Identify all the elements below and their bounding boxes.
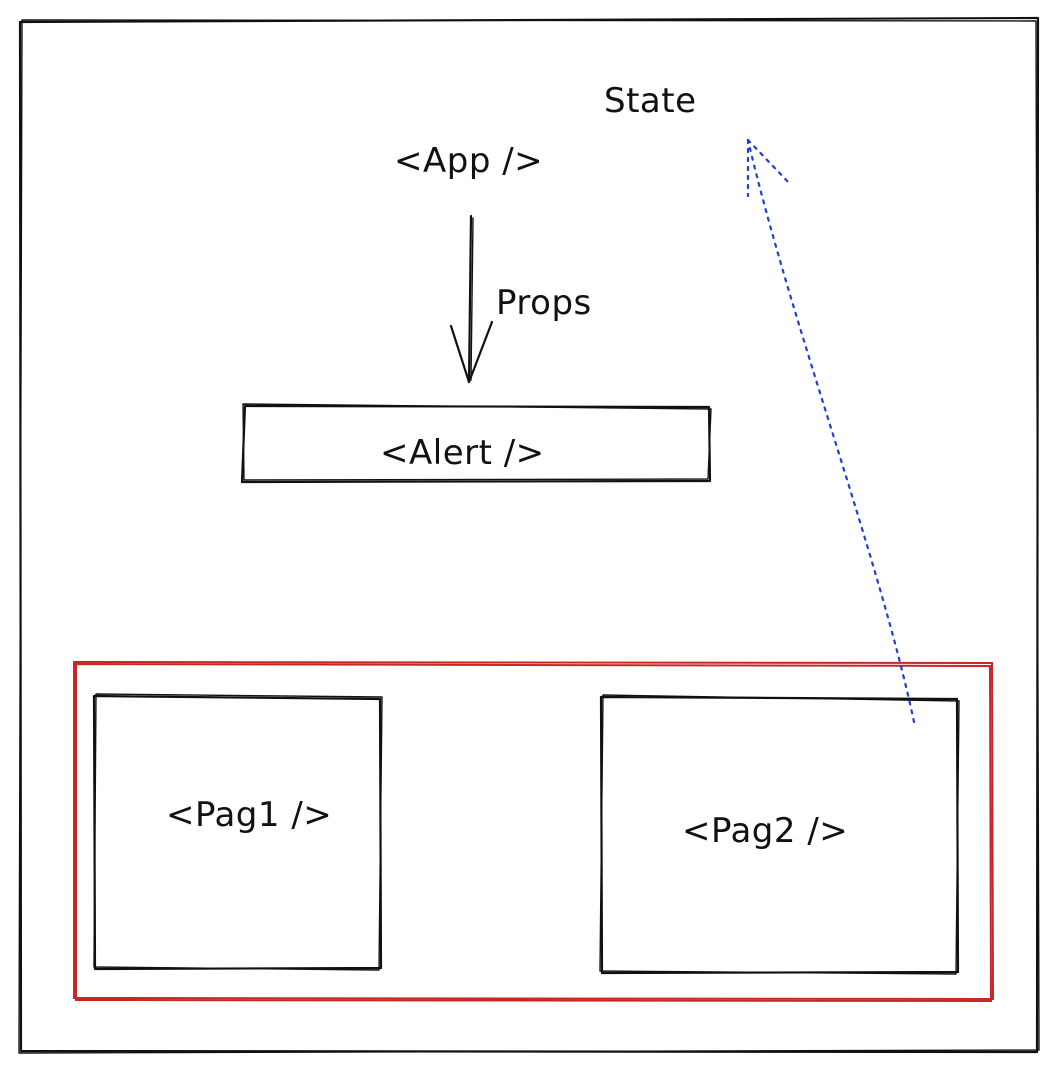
outer-frame bbox=[18, 16, 1040, 1054]
props-arrow bbox=[449, 214, 494, 384]
pag1-box bbox=[92, 693, 383, 971]
props-label: Props bbox=[496, 283, 592, 323]
pag2-label: <Pag2 /> bbox=[682, 811, 848, 851]
pages-container bbox=[73, 660, 995, 1003]
alert-box bbox=[240, 403, 712, 484]
pag1-label: <Pag1 /> bbox=[166, 795, 332, 835]
pag2-box bbox=[599, 694, 960, 975]
app-label: <App /> bbox=[394, 141, 543, 181]
state-update-arrow bbox=[746, 138, 916, 724]
alert-label: <Alert /> bbox=[380, 433, 545, 473]
state-label: State bbox=[604, 81, 697, 121]
